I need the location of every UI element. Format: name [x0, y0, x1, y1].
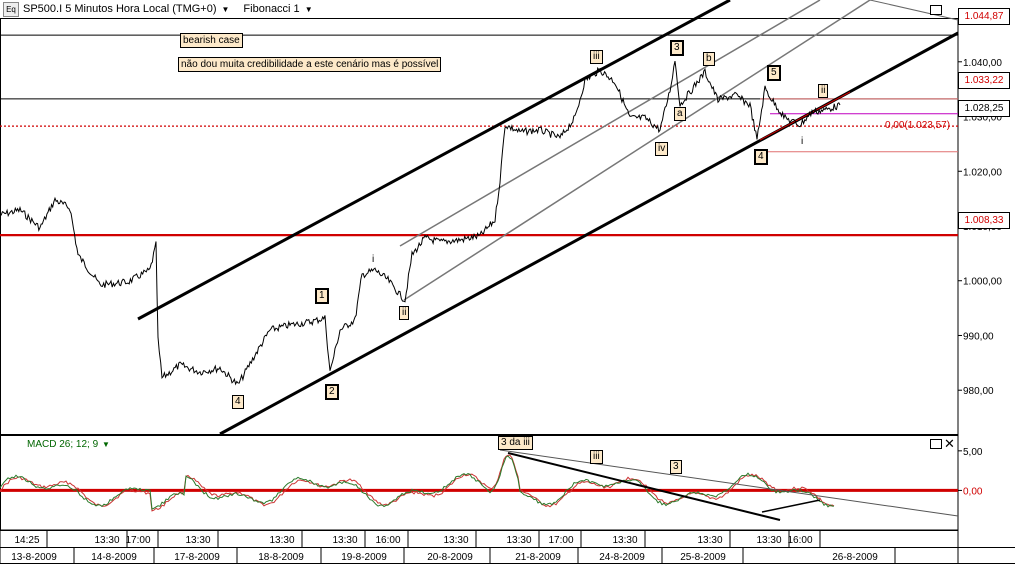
chevron-down-icon[interactable]: ▼ [304, 4, 313, 14]
price-panel-frame [0, 18, 959, 435]
price-tick-label: 1.030,00 [963, 113, 1002, 124]
wave-label-wiv[interactable]: iv [655, 142, 669, 156]
macd-trend-heavy [507, 452, 781, 521]
wave-label-wb[interactable]: b [703, 52, 715, 66]
close-icon[interactable]: ✕ [944, 436, 955, 451]
wave-label-w4a[interactable]: 4 [232, 395, 244, 409]
date-label: 21-8-2009 [515, 552, 561, 563]
time-label: 13:30 [185, 535, 210, 546]
date-label: 25-8-2009 [680, 552, 726, 563]
date-label: 19-8-2009 [341, 552, 387, 563]
date-label: 26-8-2009 [832, 552, 878, 563]
macd-trend-thin [499, 449, 959, 517]
time-label: 13:30 [94, 535, 119, 546]
macd-tick-label: 5,00 [963, 447, 983, 458]
macd-trend-short [761, 499, 821, 513]
price-tag-fib-top: 1.033,22 [958, 72, 1010, 89]
date-label: 17-8-2009 [174, 552, 220, 563]
trend-line-thin [869, 0, 959, 21]
time-label: 17:00 [548, 535, 573, 546]
channel-upper [137, 0, 731, 321]
wave-label-wi1[interactable]: i [372, 254, 375, 265]
wave-label-w2[interactable]: 2 [325, 384, 339, 400]
wave-label-w3[interactable]: 3 [670, 40, 684, 56]
wave-label-w5[interactable]: 5 [767, 65, 781, 81]
chart-titlebar: Eq SP500.I 5 Minutos Hora Local (TMG+0) ▼… [0, 0, 958, 18]
symbol-label[interactable]: SP500.I 5 Minutos Hora Local (TMG+0) [23, 3, 217, 15]
wave-label-w1[interactable]: 1 [315, 288, 329, 304]
wave-label-wa[interactable]: a [674, 107, 686, 121]
maximize-icon[interactable] [930, 439, 942, 449]
time-label: 17:00 [125, 535, 150, 546]
time-axis-frame [0, 529, 959, 564]
date-label: 20-8-2009 [427, 552, 473, 563]
price-tick-label: 990,00 [963, 331, 994, 342]
macd-line [0, 455, 834, 510]
macd-title[interactable]: MACD 26; 12; 9 ▼ [27, 439, 110, 450]
price-tick-label: 1.040,00 [963, 58, 1002, 69]
chevron-down-icon[interactable]: ▼ [221, 4, 230, 14]
wave-label-wi2[interactable]: i [801, 136, 804, 147]
note-bearish-case[interactable]: bearish case [180, 33, 243, 48]
time-label: 16:00 [787, 535, 812, 546]
price-tag-support: 1.008,33 [958, 212, 1010, 229]
time-label: 13:30 [697, 535, 722, 546]
time-label: 13:30 [612, 535, 637, 546]
macd-label-c[interactable]: 3 [670, 460, 682, 474]
date-label: 13-8-2009 [11, 552, 57, 563]
price-tick-label: 1.000,00 [963, 277, 1002, 288]
wave-label-wii2[interactable]: ii [818, 84, 829, 98]
channel-mid-upper [399, 0, 821, 247]
wave-label-w4b[interactable]: 4 [754, 149, 768, 165]
price-series-line [0, 60, 841, 386]
trend-line-red [759, 91, 851, 141]
macd-label-b[interactable]: iii [590, 450, 603, 464]
price-tag-high: 1.044,87 [958, 8, 1010, 25]
channel-mid-lower [403, 0, 871, 301]
time-label: 13:30 [506, 535, 531, 546]
time-label: 16:00 [375, 535, 400, 546]
fib-zero-label: 0,00(1.023,57) [885, 120, 951, 131]
time-label: 13:30 [443, 535, 468, 546]
price-tag-last: 1.028,25 [958, 100, 1010, 117]
wave-label-wiii[interactable]: iii [590, 50, 603, 64]
price-tick-label: 1.020,00 [963, 167, 1002, 178]
date-label: 18-8-2009 [258, 552, 304, 563]
note-comment[interactable]: não dou muita credibilidade a este cenár… [178, 57, 442, 72]
macd-tick-label: 0,00 [963, 486, 983, 497]
macd-label-a[interactable]: 3 da iii [498, 436, 533, 450]
date-label: 24-8-2009 [599, 552, 645, 563]
study-label[interactable]: Fibonacci 1 [243, 3, 300, 15]
time-label: 14:25 [14, 535, 39, 546]
app-logo[interactable]: Eq [3, 1, 19, 17]
wave-label-wii1[interactable]: ii [399, 306, 410, 320]
time-label: 13:30 [269, 535, 294, 546]
price-tick-label: 980,00 [963, 386, 994, 397]
minimize-icon[interactable] [930, 5, 942, 15]
time-label: 13:30 [756, 535, 781, 546]
macd-panel-frame [0, 435, 959, 531]
time-label: 13:30 [332, 535, 357, 546]
date-label: 14-8-2009 [91, 552, 137, 563]
